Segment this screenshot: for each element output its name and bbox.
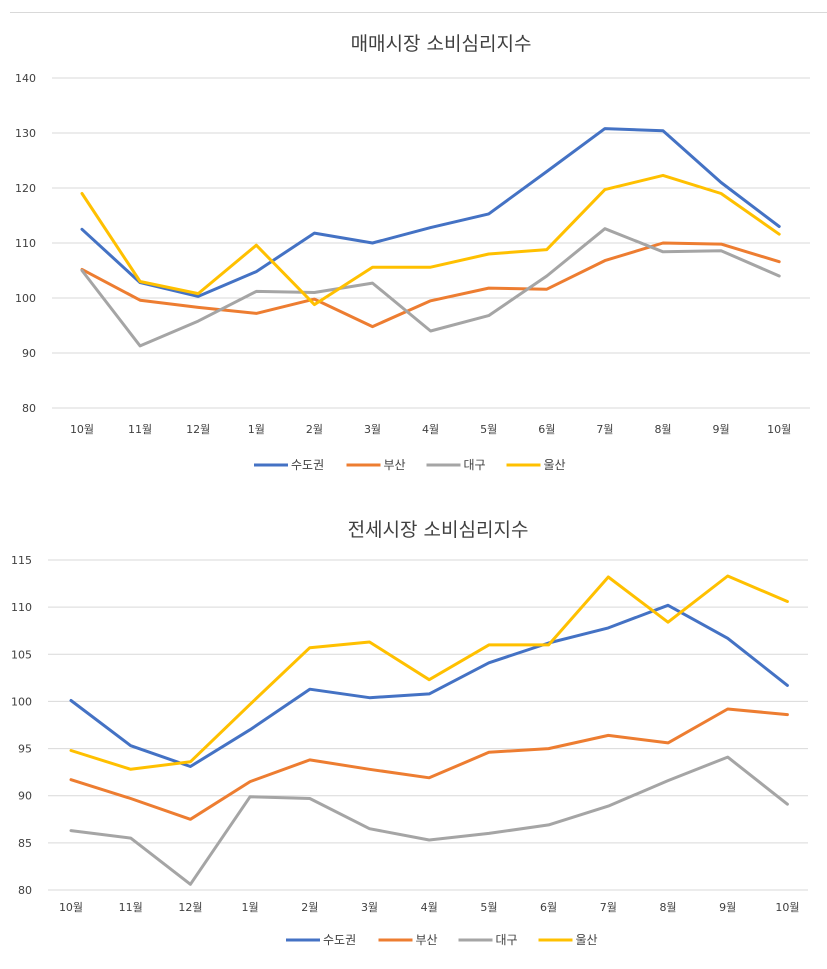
y-tick-label: 100 [11,695,32,708]
y-tick-label: 120 [15,182,36,195]
x-tick-label: 3월 [364,423,381,436]
x-tick-label: 11월 [128,423,152,436]
legend-label: 울산 [576,933,598,947]
x-tick-label: 7월 [600,901,617,914]
x-tick-label: 12월 [186,423,210,436]
x-tick-label: 2월 [306,423,323,436]
x-tick-label: 2월 [301,901,318,914]
y-tick-label: 115 [11,554,32,567]
x-tick-label: 10월 [775,901,799,914]
series-line-대구 [69,755,789,886]
x-tick-label: 12월 [178,901,202,914]
series-line-울산 [69,574,789,771]
y-tick-label: 110 [15,237,36,250]
y-tick-label: 80 [18,884,32,897]
y-tick-label: 100 [15,292,36,305]
x-tick-label: 11월 [119,901,143,914]
x-tick-label: 4월 [422,423,439,436]
chart-title: 전세시장 소비심리지수 [348,519,529,541]
x-tick-label: 10월 [59,901,83,914]
top-divider [10,12,827,13]
series-line-수도권 [80,127,781,298]
y-tick-label: 90 [22,347,36,360]
x-tick-label: 7월 [596,423,613,436]
x-tick-label: 8월 [654,423,671,436]
y-tick-label: 80 [22,402,36,415]
legend-label: 수도권 [323,933,356,947]
series-line-수도권 [69,603,789,768]
legend-label: 수도권 [291,458,324,472]
x-tick-label: 5월 [480,423,497,436]
x-tick-label: 6월 [538,423,555,436]
series-line-부산 [80,241,781,329]
x-tick-label: 9월 [713,423,730,436]
x-tick-label: 8월 [659,901,676,914]
legend-label: 부산 [416,933,438,947]
y-tick-label: 130 [15,127,36,140]
legend-label: 대구 [464,458,486,472]
y-tick-label: 90 [18,790,32,803]
x-tick-label: 1월 [242,901,259,914]
y-tick-label: 105 [11,648,32,661]
y-tick-label: 85 [18,837,32,850]
y-tick-label: 140 [15,72,36,85]
x-tick-label: 5월 [480,901,497,914]
legend-label: 부산 [384,458,406,472]
series-line-부산 [69,707,789,821]
chart-title: 매매시장 소비심리지수 [351,33,532,55]
series-line-대구 [80,227,781,348]
x-tick-label: 4월 [421,901,438,914]
legend-label: 대구 [496,933,518,947]
x-tick-label: 10월 [767,423,791,436]
x-tick-label: 3월 [361,901,378,914]
legend-label: 울산 [544,458,566,472]
x-tick-label: 10월 [70,423,94,436]
y-tick-label: 110 [11,601,32,614]
chart-2: 전세시장 소비심리지수 80 85 90 95 100 105 110 115 10월 11월 12월… [11,519,808,947]
x-tick-label: 1월 [248,423,265,436]
x-tick-label: 6월 [540,901,557,914]
x-tick-label: 9월 [719,901,736,914]
chart-1: 매매시장 소비심리지수 80 90 100 110 120 130 140 10월 11월 12월 1… [15,33,810,472]
y-tick-label: 95 [18,743,32,756]
series-line-울산 [80,173,781,307]
